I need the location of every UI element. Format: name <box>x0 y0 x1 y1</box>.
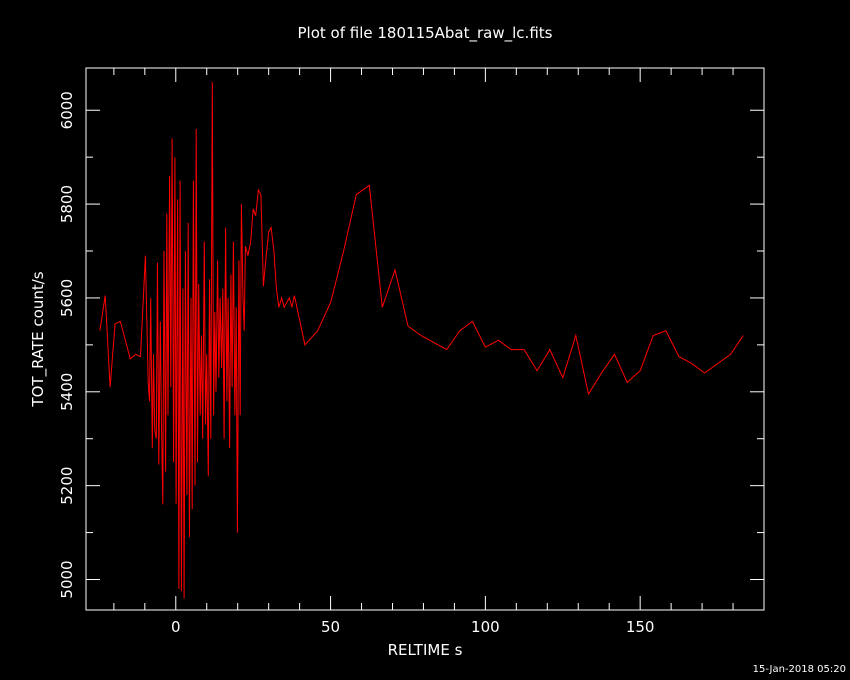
y-tick-label: 5000 <box>58 560 76 598</box>
y-axis-title: TOT_RATE count/s <box>29 271 48 407</box>
axis-ticks <box>86 68 765 610</box>
y-tick-label: 5600 <box>58 279 76 317</box>
y-tick-labels: 5000 5200 5400 5600 5800 6000 <box>58 91 76 598</box>
plot-frame <box>85 67 765 611</box>
timestamp: 15-Jan-2018 05:20 <box>753 664 846 675</box>
x-tick-label: 50 <box>321 618 340 636</box>
y-tick-label: 5800 <box>58 185 76 223</box>
x-axis-title: RELTIME s <box>388 641 463 659</box>
x-tick-label: 150 <box>626 618 655 636</box>
x-tick-labels: 0 50 100 150 <box>171 618 654 636</box>
y-tick-label: 5200 <box>58 467 76 505</box>
series-line-tot-rate <box>99 82 744 599</box>
x-tick-label: 0 <box>171 618 181 636</box>
x-tick-label: 100 <box>471 618 500 636</box>
chart-title: Plot of file 180115Abat_raw_lc.fits <box>298 24 553 43</box>
y-tick-label: 5400 <box>58 373 76 411</box>
y-tick-label: 6000 <box>58 91 76 129</box>
